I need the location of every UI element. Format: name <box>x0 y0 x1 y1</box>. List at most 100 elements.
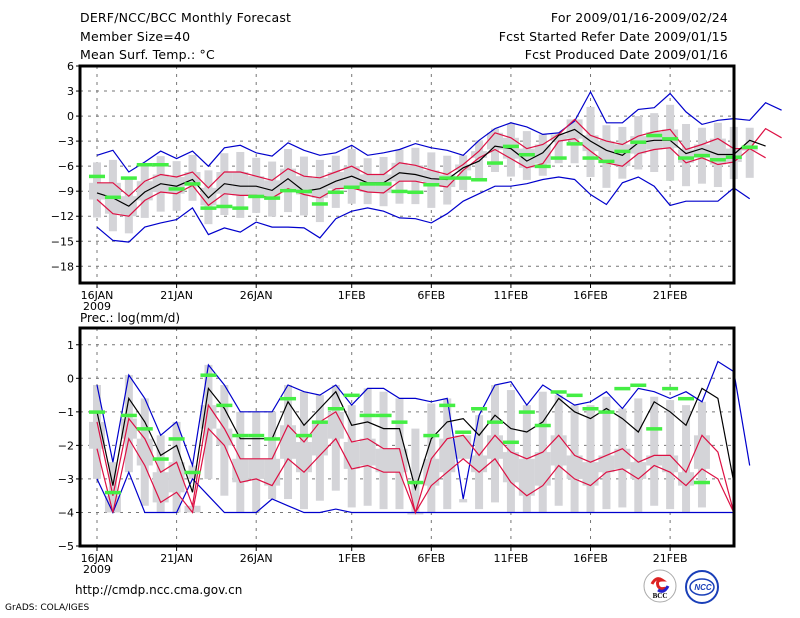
y-tick-label: −1 <box>58 406 74 419</box>
source-url[interactable]: http://cmdp.ncc.cma.gov.cn <box>75 583 243 597</box>
obs-marker <box>550 156 567 160</box>
spread-box <box>614 448 631 469</box>
obs-marker <box>439 176 456 180</box>
obs-marker <box>455 176 472 180</box>
spread-box <box>184 505 201 513</box>
spread-box <box>518 458 535 496</box>
obs-marker <box>662 137 679 141</box>
spread-box <box>248 458 265 479</box>
obs-marker <box>550 390 567 394</box>
obs-marker <box>693 153 710 158</box>
spread-box <box>168 462 185 493</box>
obs-marker <box>407 480 424 485</box>
obs-marker <box>232 433 249 438</box>
obs-marker <box>423 433 440 438</box>
spread-box <box>343 166 360 188</box>
spread-box <box>502 452 519 483</box>
y-tick-label: −9 <box>58 185 74 198</box>
obs-marker <box>662 386 679 391</box>
obs-marker <box>375 413 392 418</box>
obs-marker <box>311 202 328 206</box>
x-tick-label: 26JAN <box>240 289 273 302</box>
obs-marker <box>120 413 137 418</box>
forecast-produced-date: Fcst Produced Date 2009/01/16 <box>524 47 728 62</box>
obs-marker <box>184 182 201 186</box>
whisker-box <box>411 428 420 513</box>
y-tick-label: 0 <box>67 372 74 385</box>
obs-marker <box>502 440 519 445</box>
obs-marker <box>152 162 169 167</box>
x-tick-label: 21FEB <box>653 552 688 565</box>
obs-marker <box>327 406 344 411</box>
y-tick-label: −18 <box>51 260 74 273</box>
series-line-min <box>96 176 751 243</box>
obs-marker <box>343 393 360 398</box>
spread-box <box>582 462 599 486</box>
obs-marker <box>582 406 599 411</box>
spread-box <box>311 421 328 456</box>
obs-marker <box>614 149 631 154</box>
obs-marker <box>630 383 647 388</box>
obs-marker <box>280 396 297 401</box>
x-tick-label: 21JAN <box>160 552 193 565</box>
obs-marker <box>678 396 695 401</box>
spread-box <box>327 171 344 189</box>
x-tick-label: 16JAN <box>81 289 114 302</box>
plot-frame <box>78 64 736 285</box>
obs-marker <box>471 406 488 411</box>
panel-title: Prec.: log(mm/d) <box>80 311 180 325</box>
spread-box <box>423 458 440 486</box>
obs-marker <box>295 189 312 194</box>
spread-box <box>630 462 647 479</box>
x-tick-label: 1FEB <box>338 289 366 302</box>
x-tick-label: 26JAN <box>240 552 273 565</box>
obs-marker <box>264 437 281 441</box>
obs-marker <box>566 142 583 146</box>
x-tick-label: 16JAN <box>81 552 114 565</box>
spread-box <box>264 458 281 486</box>
spread-box <box>295 442 312 473</box>
obs-marker <box>89 410 105 414</box>
obs-marker <box>200 206 217 210</box>
spread-box <box>598 455 615 473</box>
spread-box <box>534 452 551 486</box>
obs-marker <box>598 159 615 164</box>
x-year-label: 2009 <box>83 300 111 313</box>
obs-marker <box>104 195 121 200</box>
obs-marker <box>311 420 328 424</box>
x-tick-label: 16FEB <box>573 289 608 302</box>
obs-marker <box>168 187 185 191</box>
spread-box <box>200 187 217 206</box>
spread-box <box>152 472 169 503</box>
spread-box <box>232 458 249 483</box>
spread-box <box>741 148 758 151</box>
svg-text:NCC: NCC <box>694 583 712 592</box>
spread-box <box>232 171 249 196</box>
panel-temperature: 6 3 0 −3 −6 −9 −12 −15 −18 16JAN 21JAN 26JAN 1FEB 6FE… <box>51 60 782 313</box>
spread-box <box>391 162 408 182</box>
whisker-box <box>666 400 675 510</box>
obs-marker <box>423 183 440 187</box>
spread-box <box>264 180 281 198</box>
obs-marker <box>152 457 169 461</box>
spread-box <box>359 438 376 466</box>
spread-box <box>89 182 105 200</box>
obs-marker <box>487 161 503 165</box>
y-tick-label: 3 <box>67 85 74 98</box>
spread-box <box>104 495 121 513</box>
spread-box <box>375 448 392 473</box>
spread-box <box>598 141 615 163</box>
obs-marker <box>534 164 551 169</box>
spread-box <box>487 435 503 459</box>
obs-marker <box>693 480 710 485</box>
grads-credit: GrADS: COLA/IGES <box>5 603 90 613</box>
spread-box <box>471 455 488 473</box>
obs-marker <box>391 189 408 194</box>
obs-marker <box>200 373 217 377</box>
variable-label: Mean Surf. Temp.: °C <box>80 47 215 62</box>
obs-marker <box>518 410 535 414</box>
obs-marker <box>741 145 758 149</box>
obs-marker <box>391 420 408 424</box>
whisker-box <box>745 127 754 178</box>
